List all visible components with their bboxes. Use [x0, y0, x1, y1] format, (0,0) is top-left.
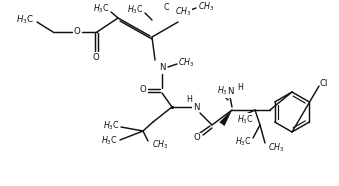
- Text: N: N: [227, 86, 233, 95]
- Text: $H_3$C: $H_3$C: [103, 120, 120, 132]
- Text: $H_3$C: $H_3$C: [235, 136, 252, 148]
- Text: N: N: [193, 102, 199, 111]
- Text: $H_3$C: $H_3$C: [93, 3, 110, 15]
- Text: $CH_3$: $CH_3$: [152, 139, 168, 151]
- Text: $CH_3$: $CH_3$: [198, 1, 215, 13]
- Text: $H_3$C: $H_3$C: [101, 135, 118, 147]
- Text: O: O: [93, 52, 99, 62]
- Text: O: O: [140, 86, 146, 94]
- Text: Cl: Cl: [320, 79, 328, 89]
- Text: N: N: [159, 63, 165, 73]
- Text: $CH_3$: $CH_3$: [268, 142, 284, 154]
- Text: $H_3$C: $H_3$C: [237, 114, 254, 126]
- Text: H: H: [186, 95, 192, 105]
- Text: $CH_3$: $CH_3$: [178, 57, 195, 69]
- Text: O: O: [194, 134, 200, 142]
- Text: H: H: [237, 84, 243, 92]
- Text: $H_3$C: $H_3$C: [217, 85, 234, 97]
- Polygon shape: [220, 110, 232, 126]
- Text: O: O: [74, 28, 80, 36]
- Text: C: C: [163, 4, 168, 12]
- Text: $CH_3$: $CH_3$: [175, 6, 192, 18]
- Text: $H_3$C: $H_3$C: [16, 14, 34, 26]
- Text: $H_3$C: $H_3$C: [127, 4, 144, 16]
